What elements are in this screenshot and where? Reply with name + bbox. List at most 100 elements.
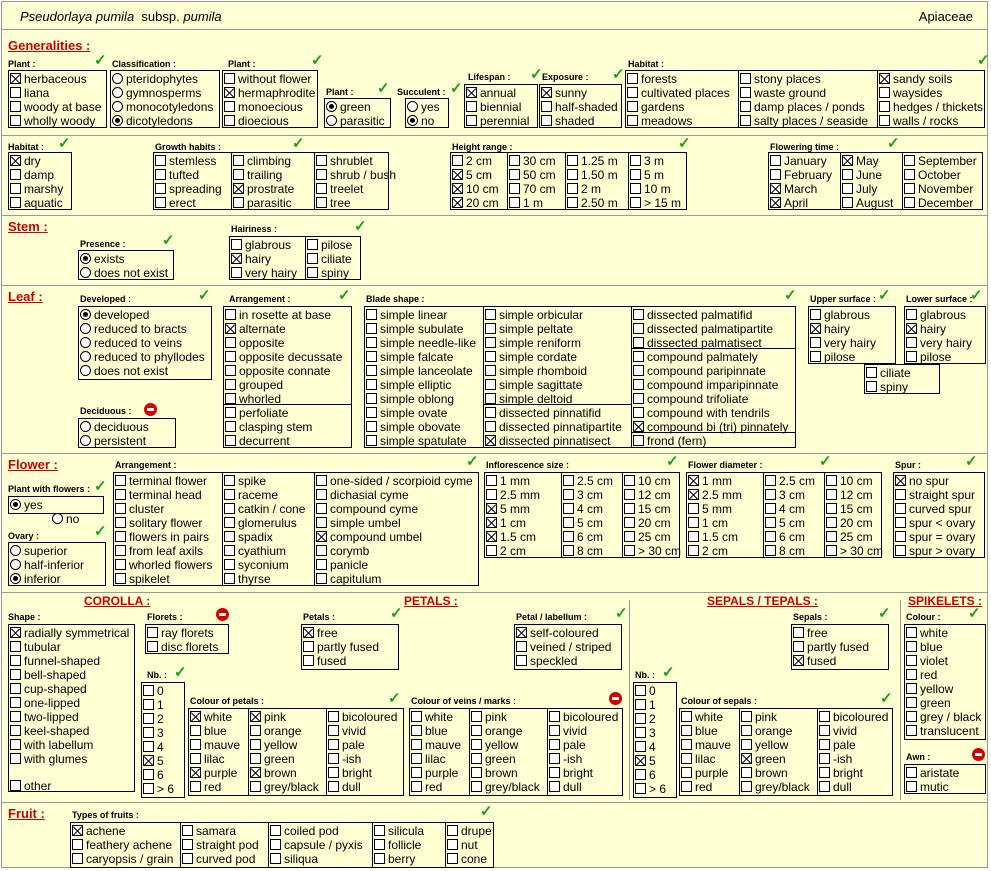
option-20-cm[interactable]: 20 cm: [624, 516, 671, 530]
checkbox-january[interactable]: [770, 155, 781, 166]
option-glabrous[interactable]: glabrous: [810, 308, 870, 322]
option-terminal-head[interactable]: terminal head: [115, 488, 202, 502]
option-spadix[interactable]: spadix: [224, 530, 273, 544]
option-5-mm[interactable]: 5 mm: [688, 502, 732, 516]
option-capsule-pyxis[interactable]: capsule / pyxis: [270, 838, 363, 852]
checkbox-1-m[interactable]: [509, 197, 520, 208]
option-3-cm[interactable]: 3 cm: [563, 488, 603, 502]
checkbox-3[interactable]: [143, 727, 154, 738]
checkbox-berry[interactable]: [374, 853, 385, 864]
option-5-mm[interactable]: 5 mm: [486, 502, 530, 516]
option-3[interactable]: 3: [143, 726, 164, 740]
option-spiny[interactable]: spiny: [866, 380, 908, 394]
checkbox-two-lipped[interactable]: [10, 711, 21, 722]
option-4[interactable]: 4: [143, 740, 164, 754]
option-1-m[interactable]: 1 m: [509, 196, 543, 210]
checkbox-grey-black[interactable]: [741, 781, 752, 792]
option-grey-black[interactable]: grey/black: [250, 780, 319, 794]
checkbox-dry[interactable]: [10, 155, 21, 166]
option-may[interactable]: May: [842, 154, 879, 168]
option-glomerulus[interactable]: glomerulus: [224, 516, 297, 530]
checkbox-solitary-flower[interactable]: [115, 517, 126, 528]
option-mauve[interactable]: mauve: [411, 738, 461, 752]
option-5[interactable]: 5: [635, 754, 656, 768]
checkbox-cone[interactable]: [447, 853, 458, 864]
option-simple-obovate[interactable]: simple obovate: [366, 420, 461, 434]
checkbox-ciliate[interactable]: [866, 367, 877, 378]
option-november[interactable]: November: [904, 182, 973, 196]
checkbox-translucent[interactable]: [906, 725, 917, 736]
checkbox-straight-pod[interactable]: [182, 839, 193, 850]
radio-exists[interactable]: [80, 253, 91, 264]
checkbox-prostrate[interactable]: [233, 183, 244, 194]
option-samara[interactable]: samara: [182, 824, 236, 838]
option-monoecious[interactable]: monoecious: [224, 100, 303, 114]
option-3-m[interactable]: 3 m: [630, 154, 664, 168]
option-terminal-flower[interactable]: terminal flower: [115, 474, 207, 488]
checkbox-1[interactable]: [143, 699, 154, 710]
checkbox-tubular[interactable]: [10, 641, 21, 652]
option-grouped[interactable]: grouped: [225, 378, 283, 392]
checkbox-tree[interactable]: [316, 197, 327, 208]
checkbox-15-cm[interactable]: [826, 503, 837, 514]
option-mauve[interactable]: mauve: [681, 738, 731, 752]
checkbox-20-cm[interactable]: [452, 197, 463, 208]
option-simple-reniform[interactable]: simple reniform: [485, 336, 581, 350]
option-march[interactable]: March: [770, 182, 817, 196]
checkbox-simple-reniform[interactable]: [485, 337, 496, 348]
option-bicoloured[interactable]: bicoloured: [328, 710, 397, 724]
option-exists[interactable]: exists: [80, 252, 125, 266]
option-3[interactable]: 3: [635, 726, 656, 740]
option-no-spur[interactable]: no spur: [895, 474, 949, 488]
checkbox-curved-pod[interactable]: [182, 853, 193, 864]
option-bicoloured[interactable]: bicoloured: [819, 710, 888, 724]
option-wholly-woody[interactable]: wholly woody: [10, 114, 95, 128]
checkbox-glabrous[interactable]: [810, 309, 821, 320]
option-walls-rocks[interactable]: walls / rocks: [879, 114, 958, 128]
checkbox-perennial[interactable]: [466, 115, 477, 126]
checkbox-stony-places[interactable]: [740, 73, 751, 84]
checkbox-corymb[interactable]: [316, 545, 327, 556]
checkbox-november[interactable]: [904, 183, 915, 194]
option-solitary-flower[interactable]: solitary flower: [115, 516, 202, 530]
checkbox-2-5-cm[interactable]: [563, 475, 574, 486]
option-brown[interactable]: brown: [741, 766, 788, 780]
checkbox-10-cm[interactable]: [452, 183, 463, 194]
option-5-cm[interactable]: 5 cm: [452, 168, 492, 182]
radio-pteridophytes[interactable]: [112, 73, 123, 84]
checkbox-brown[interactable]: [250, 767, 261, 778]
checkbox-pink[interactable]: [250, 711, 261, 722]
option-cone[interactable]: cone: [447, 852, 487, 866]
checkbox-glomerulus[interactable]: [224, 517, 235, 528]
checkbox-from-leaf-axils[interactable]: [115, 545, 126, 556]
checkbox-6-cm[interactable]: [765, 531, 776, 542]
option-ish[interactable]: -ish: [819, 752, 852, 766]
checkbox-dull[interactable]: [819, 781, 830, 792]
option-20-cm[interactable]: 20 cm: [826, 516, 873, 530]
option-simple-sagittate[interactable]: simple sagittate: [485, 378, 582, 392]
checkbox-5-cm[interactable]: [452, 169, 463, 180]
option-august[interactable]: August: [842, 196, 893, 210]
checkbox-lilac[interactable]: [190, 753, 201, 764]
option-partly-fused[interactable]: partly fused: [303, 640, 379, 654]
option-prostrate[interactable]: prostrate: [233, 182, 294, 196]
checkbox-mauve[interactable]: [681, 739, 692, 750]
checkbox-meadows[interactable]: [627, 115, 638, 126]
option-with-glumes[interactable]: with glumes: [10, 752, 87, 766]
checkbox-biennial[interactable]: [466, 101, 477, 112]
checkbox-brown[interactable]: [471, 767, 482, 778]
option-6[interactable]: > 6: [635, 782, 666, 796]
checkbox-clasping-stem[interactable]: [225, 421, 236, 432]
option-red[interactable]: red: [681, 780, 712, 794]
checkbox-compound-umbel[interactable]: [316, 531, 327, 542]
option-dissected-pinnatipartite[interactable]: dissected pinnatipartite: [485, 420, 622, 434]
checkbox-2-5-mm[interactable]: [688, 489, 699, 500]
option-ciliate[interactable]: ciliate: [866, 366, 911, 380]
option-woody-at-base[interactable]: woody at base: [10, 100, 101, 114]
option-flowers-in-pairs[interactable]: flowers in pairs: [115, 530, 209, 544]
option-reduced-to-veins[interactable]: reduced to veins: [80, 336, 182, 350]
option-damp[interactable]: damp: [10, 168, 54, 182]
checkbox-dissected-pinnatisect[interactable]: [485, 435, 496, 446]
radio-parasitic[interactable]: [326, 115, 337, 126]
option-shrub-bush[interactable]: shrub / bush: [316, 168, 396, 182]
